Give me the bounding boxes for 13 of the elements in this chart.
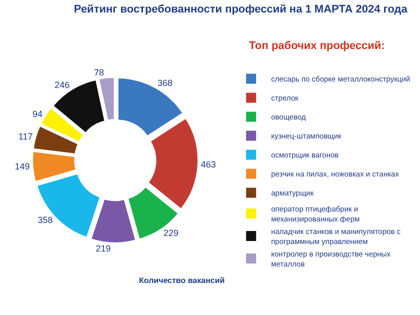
data-label: 246 [54,80,70,90]
data-label: 149 [14,162,30,172]
data-label: 94 [32,108,43,119]
text: Количество вакансий [139,276,225,285]
data-label: 78 [94,67,104,78]
data-label: 463 [200,159,216,170]
chart-subtitle: Топ рабочих профессий: [249,40,385,52]
chart-title: Рейтинг востребованности профессий на 1 МАРТА 2024 года [74,3,408,16]
data-label: 117 [18,132,33,142]
data-label: 358 [38,215,53,226]
data-label: 368 [158,78,173,88]
data-label: 219 [96,243,111,254]
data-label: 229 [164,228,179,238]
